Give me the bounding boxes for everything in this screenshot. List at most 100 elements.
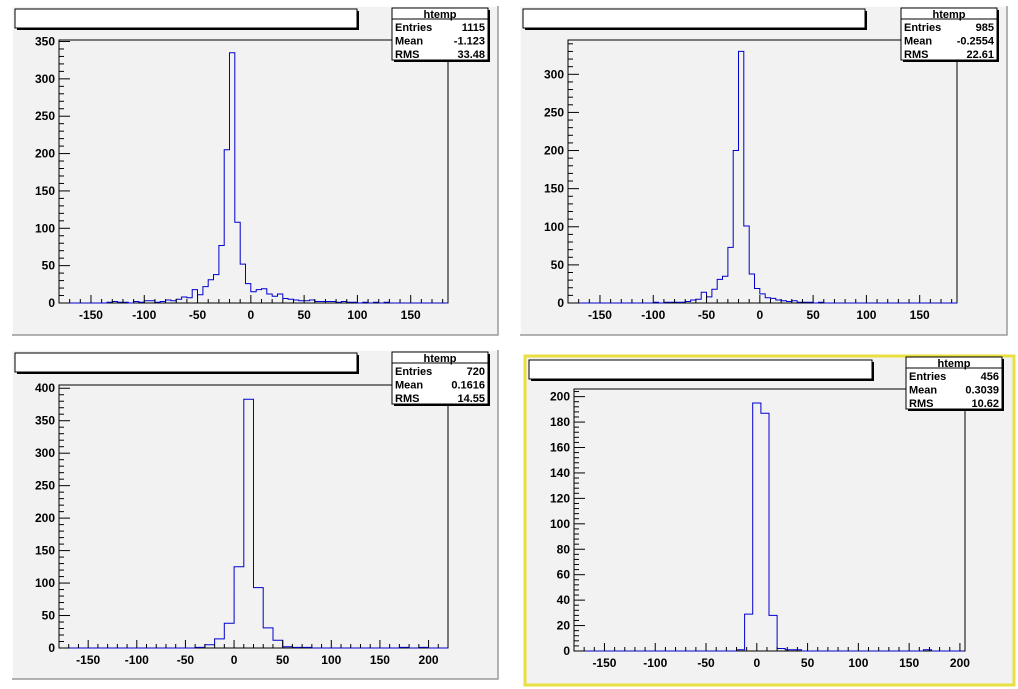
x-tick-label: 0 [753, 656, 760, 670]
x-tick-label: 0 [756, 308, 763, 322]
stats-name: htemp [933, 9, 966, 21]
y-tick-label: 400 [35, 381, 55, 395]
stats-value-mean: -0.2554 [957, 36, 995, 48]
y-tick-label: 200 [35, 511, 55, 525]
x-tick-label: 100 [347, 308, 367, 322]
y-tick-label: 100 [35, 221, 55, 235]
title-box [522, 8, 866, 29]
y-tick-label: 160 [550, 441, 570, 455]
x-tick-label: 0 [231, 653, 238, 667]
stats-label-rms: RMS [909, 398, 933, 410]
stats-label-entries: Entries [904, 22, 941, 34]
y-tick-label: 50 [42, 259, 56, 273]
y-tick-label: 50 [42, 609, 56, 623]
stats-value-rms: 10.62 [971, 398, 999, 410]
x-tick-label: 50 [806, 308, 820, 322]
y-tick-label: 350 [35, 34, 55, 48]
x-tick-label: -150 [79, 308, 103, 322]
y-tick-label: 250 [35, 109, 55, 123]
stats-label-rms: RMS [395, 393, 419, 405]
x-tick-label: 150 [370, 653, 390, 667]
y-tick-label: 60 [557, 568, 571, 582]
stats-value-entries: 1115 [462, 22, 485, 34]
y-tick-label: 20 [557, 619, 571, 633]
stats-name: htemp [424, 9, 457, 21]
x-tick-label: 0 [247, 308, 254, 322]
pad-bevel-dark [12, 6, 499, 336]
stats-value-entries: 985 [976, 22, 994, 34]
pad-bevel-dark [12, 350, 499, 680]
y-tick-label: 350 [35, 414, 55, 428]
x-tick-label: -50 [698, 308, 716, 322]
plot-frame [58, 39, 449, 304]
x-tick-label: -100 [641, 308, 665, 322]
y-tick-label: 140 [550, 466, 570, 480]
histogram-line [59, 398, 448, 649]
x-tick-label: -150 [592, 656, 616, 670]
plot-frame [567, 39, 958, 304]
stats-value-mean: 0.1616 [451, 380, 485, 392]
histogram-pad-1: -150 -100 -50 0 50 100 150 0 50 100 150 200 250 300 35… [11, 5, 499, 336]
x-tick-label: -100 [125, 653, 149, 667]
y-tick-label: 250 [544, 105, 564, 119]
pad-selected-border [523, 354, 1016, 687]
y-tick-label: 250 [35, 479, 55, 493]
y-tick-label: 180 [550, 415, 570, 429]
pad-bevel-dark [520, 6, 1008, 336]
y-tick-label: 150 [35, 184, 55, 198]
stats-value-rms: 22.61 [966, 49, 994, 61]
x-tick-label: 50 [276, 653, 290, 667]
stats-value-entries: 720 [467, 366, 485, 378]
x-tick-label: -100 [132, 308, 156, 322]
y-tick-label: 120 [550, 491, 570, 505]
title-box [14, 352, 358, 373]
y-tick-label: 100 [544, 220, 564, 234]
histogram-pad-3: -150 -100 -50 0 50 100 150 200 0 50 100 150 200 250 30… [11, 349, 499, 680]
title-box [14, 8, 358, 29]
stats-label-rms: RMS [904, 49, 928, 61]
histogram-pad-2: -150 -100 -50 0 50 100 150 0 50 100 150 200 250 300 ht… [519, 5, 1008, 336]
x-tick-label: -100 [643, 656, 667, 670]
y-tick-label: 50 [551, 258, 565, 272]
stats-label-entries: Entries [395, 22, 432, 34]
x-tick-label: 100 [856, 308, 876, 322]
stats-label-mean: Mean [395, 380, 423, 392]
y-tick-label: 0 [557, 296, 564, 310]
x-tick-label: 100 [321, 653, 341, 667]
x-tick-label: -150 [588, 308, 612, 322]
x-tick-label: -50 [177, 653, 195, 667]
stats-value-entries: 456 [981, 371, 999, 383]
stats-box [391, 351, 489, 405]
x-tick-label: -50 [697, 656, 715, 670]
stats-label-mean: Mean [909, 385, 937, 397]
x-tick-label: 200 [950, 656, 970, 670]
stats-box [905, 356, 1003, 410]
title-box [528, 359, 873, 380]
y-tick-label: 100 [550, 517, 570, 531]
x-tick-label: 150 [910, 308, 930, 322]
y-tick-label: 300 [35, 446, 55, 460]
stats-label-rms: RMS [395, 49, 419, 61]
pad-bevel-light [11, 5, 498, 335]
histogram-pad-4: -150 -100 -50 0 50 100 150 200 0 20 40 60 80 100 120 14… [523, 354, 1016, 687]
y-tick-label: 40 [557, 593, 571, 607]
y-tick-label: 200 [544, 144, 564, 158]
y-tick-label: 0 [563, 644, 570, 658]
y-tick-label: 0 [48, 641, 55, 655]
pad-bevel-light [519, 5, 1007, 335]
x-tick-label: 50 [297, 308, 311, 322]
y-tick-label: 100 [35, 576, 55, 590]
stats-label-entries: Entries [395, 366, 432, 378]
stats-label-mean: Mean [395, 36, 423, 48]
stats-name: htemp [424, 353, 457, 365]
y-tick-label: 200 [550, 390, 570, 404]
pad-bevel-light [11, 349, 498, 679]
x-tick-label: 150 [899, 656, 919, 670]
x-tick-label: 50 [801, 656, 815, 670]
y-tick-label: 150 [544, 182, 564, 196]
stats-value-mean: 0.3039 [965, 385, 999, 397]
y-tick-label: 200 [35, 147, 55, 161]
stats-value-mean: -1.123 [454, 36, 485, 48]
stats-label-mean: Mean [904, 36, 932, 48]
